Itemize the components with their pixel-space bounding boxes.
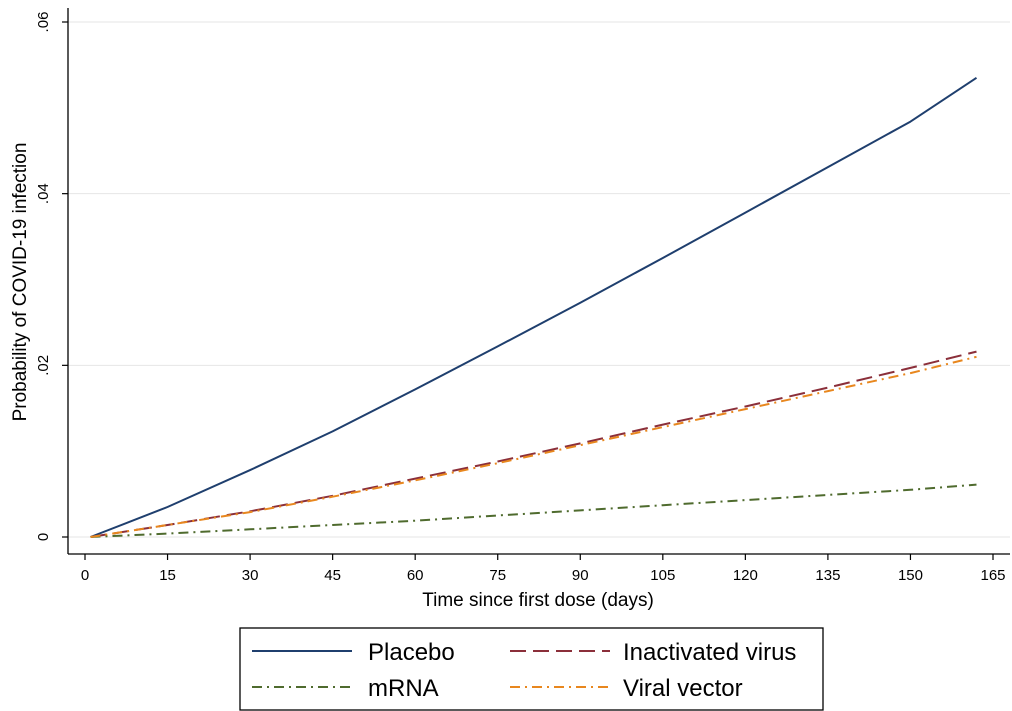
series-line-placebo (90, 76, 978, 538)
axes (67, 8, 1010, 555)
series-line-inactivated-virus (90, 350, 977, 538)
x-tick-label: 15 (159, 567, 176, 584)
x-tick-label: 105 (650, 567, 675, 584)
x-tick-label: 150 (898, 567, 923, 584)
x-ticks: 0 15 30 45 60 75 90 105 120 135 150 165 (81, 554, 1006, 584)
x-tick-label: 30 (242, 567, 259, 584)
y-axis-title: Probability of COVID-19 infection (10, 143, 31, 422)
gridlines (68, 21, 1010, 538)
legend-label-placebo: Placebo (368, 639, 455, 666)
series-line-mrna (90, 483, 977, 538)
x-tick-label: 45 (324, 567, 341, 584)
x-axis-title: Time since first dose (days) (422, 590, 654, 611)
y-tick-label: .06 (35, 12, 52, 33)
legend-label-inactivated-virus: Inactivated virus (623, 639, 796, 666)
y-tick-label: .04 (35, 183, 52, 204)
legend: Placebo Inactivated virus mRNA Viral vec… (239, 627, 824, 711)
series-line-viral-vector (90, 355, 977, 538)
legend-label-viral-vector: Viral vector (623, 675, 743, 702)
legend-box (239, 627, 824, 711)
x-tick-label: 60 (407, 567, 424, 584)
x-tick-label: 135 (815, 567, 840, 584)
x-tick-label: 165 (980, 567, 1005, 584)
x-tick-label: 75 (489, 567, 506, 584)
y-tick-label: 0 (35, 533, 52, 541)
x-tick-label: 90 (572, 567, 589, 584)
legend-label-mrna: mRNA (368, 675, 439, 702)
x-tick-label: 120 (733, 567, 758, 584)
y-tick-label: .02 (35, 355, 52, 376)
x-tick-label: 0 (81, 567, 89, 584)
series-lines (90, 76, 978, 538)
y-ticks: 0 .02 .04 .06 (35, 12, 68, 541)
